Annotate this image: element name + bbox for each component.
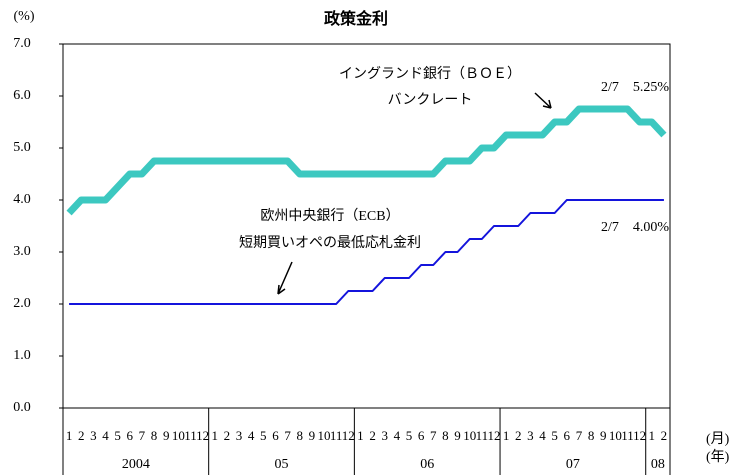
y-tick-label: 7.0 — [13, 36, 31, 51]
x-tick-label: 11 — [184, 428, 197, 443]
x-tick-label: 6 — [127, 428, 134, 443]
x-tick-label: 5 — [260, 428, 267, 443]
x-tick-label: 3 — [381, 428, 388, 443]
x-tick-label: 3 — [90, 428, 97, 443]
x-tick-label: 5 — [551, 428, 558, 443]
x-tick-label: 6 — [418, 428, 425, 443]
x-tick-label: 10 — [463, 428, 476, 443]
y-tick-label: 4.0 — [13, 192, 31, 207]
y-tick-label: 5.0 — [13, 140, 31, 155]
x-tick-label: 9 — [163, 428, 170, 443]
arrow — [277, 261, 293, 295]
x-tick-label: 7 — [576, 428, 583, 443]
x-tick-label: 4 — [394, 428, 401, 443]
x-tick-label: 12 — [342, 428, 355, 443]
x-tick-label: 1 — [503, 428, 510, 443]
annotation: 短期買いオペの最低応札金利 — [239, 235, 421, 251]
x-tick-label: 12 — [487, 428, 500, 443]
y-unit: (%) — [14, 9, 35, 24]
x-tick-label: 12 — [196, 428, 209, 443]
y-tick-label: 6.0 — [13, 88, 31, 103]
x-tick-label: 11 — [476, 428, 489, 443]
year-label: 08 — [651, 457, 665, 472]
x-tick-label: 6 — [272, 428, 279, 443]
annotation: 2/7 5.25% — [601, 80, 669, 95]
annotation: イングランド銀行（ＢＯＥ） — [339, 66, 521, 82]
x-tick-label: 9 — [454, 428, 461, 443]
x-tick-label: 11 — [330, 428, 343, 443]
x-tick-label: 2 — [78, 428, 85, 443]
x-tick-label: 5 — [114, 428, 121, 443]
x-tick-label: 5 — [406, 428, 413, 443]
arrow — [534, 92, 552, 109]
series-line — [66, 105, 667, 216]
y-tick-label: 2.0 — [13, 296, 31, 311]
x-tick-label: 9 — [309, 428, 316, 443]
annotation: 欧州中央銀行（ECB） — [260, 208, 399, 224]
x-tick-label: 7 — [139, 428, 146, 443]
year-label: 2004 — [122, 457, 150, 472]
x-tick-label: 8 — [442, 428, 449, 443]
x-tick-label: 3 — [527, 428, 534, 443]
x-tick-label: 10 — [172, 428, 185, 443]
x-tick-label: 7 — [430, 428, 437, 443]
x-tick-label: 1 — [357, 428, 364, 443]
year-label: 06 — [420, 457, 434, 472]
x-tick-label: 4 — [248, 428, 255, 443]
x-tick-label: 3 — [236, 428, 243, 443]
x-tick-label: 6 — [564, 428, 571, 443]
x-tick-label: 10 — [609, 428, 622, 443]
x-tick-label: 1 — [212, 428, 219, 443]
x-tick-label: 2 — [515, 428, 522, 443]
x-tick-label: 1 — [66, 428, 73, 443]
y-tick-label: 0.0 — [13, 400, 31, 415]
x-tick-label: 11 — [621, 428, 634, 443]
x-tick-label: 8 — [151, 428, 158, 443]
annotation: バンクレート — [388, 92, 473, 108]
year-label: 05 — [275, 457, 289, 472]
plot-frame — [62, 43, 671, 409]
x-tick-label: 4 — [539, 428, 546, 443]
x-tick-label: 10 — [318, 428, 331, 443]
y-tick-label: 3.0 — [13, 244, 31, 259]
x-tick-label: 8 — [588, 428, 595, 443]
arrows — [277, 92, 552, 295]
x-tick-label: 9 — [600, 428, 607, 443]
y-tick-label: 1.0 — [13, 348, 31, 363]
x-unit-month: (月) — [706, 431, 730, 447]
x-tick-label: 1 — [649, 428, 656, 443]
x-unit-year: (年) — [706, 449, 730, 465]
series-line — [69, 199, 664, 305]
x-tick-label: 12 — [633, 428, 646, 443]
x-tick-label: 4 — [102, 428, 109, 443]
x-tick-label: 8 — [296, 428, 303, 443]
year-label: 07 — [566, 457, 580, 472]
x-tick-label: 2 — [224, 428, 231, 443]
x-tick-label: 2 — [661, 428, 668, 443]
x-tick-label: 7 — [284, 428, 291, 443]
annotation: 2/7 4.00% — [601, 220, 669, 235]
chart-title: 政策金利 — [324, 9, 388, 28]
x-tick-label: 2 — [369, 428, 376, 443]
